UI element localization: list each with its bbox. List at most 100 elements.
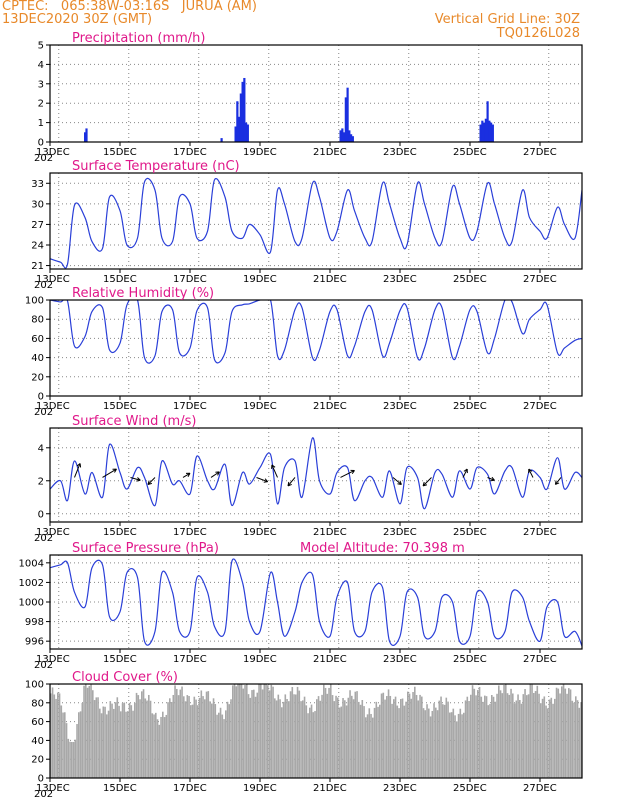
cloud-bar: [552, 704, 554, 778]
precip-bar: [247, 125, 249, 142]
cloud-bar: [554, 699, 556, 778]
cloud-bar: [169, 698, 171, 778]
cloud-bar: [568, 688, 570, 778]
cloud-bar: [388, 689, 390, 778]
cloud-bar: [475, 695, 477, 778]
x-tick-label: 27DEC: [523, 654, 557, 665]
cloud-bar: [512, 693, 514, 778]
cloud-bar: [279, 699, 281, 778]
cloud-bar: [365, 717, 367, 778]
x-tick-label: 27DEC: [523, 274, 557, 285]
cloud-bar: [55, 699, 57, 778]
y-tick-label: 60: [31, 717, 44, 728]
cloud-bar: [236, 686, 238, 778]
cloud-bar: [482, 702, 484, 778]
cloud-bar: [454, 715, 456, 778]
cloud-bar: [542, 699, 544, 778]
y-tick-label: 20: [31, 372, 44, 383]
cloud-bar: [302, 700, 304, 778]
cloud-bar: [507, 693, 509, 778]
cloud-bar: [83, 686, 85, 778]
cloud-bar: [537, 686, 539, 778]
cloud-bar: [59, 693, 61, 778]
wind-arrow: [341, 470, 355, 477]
cloud-bar: [167, 702, 169, 778]
cloud-bar: [313, 712, 315, 778]
cloud-bar: [286, 699, 288, 778]
cloud-bar: [269, 690, 271, 778]
cloud-bar: [241, 684, 243, 778]
cloud-bar: [278, 695, 280, 778]
cloud-bar: [495, 702, 497, 778]
x-tick-label: 19DEC: [243, 527, 277, 538]
cloud-bar: [348, 698, 350, 778]
cloud-bar: [437, 710, 439, 778]
cloud-bar: [215, 704, 217, 778]
x-tick-label: 19DEC: [243, 401, 277, 412]
y-tick-label: 1000: [19, 598, 44, 609]
wind-arrow: [423, 477, 431, 485]
cloud-bar: [381, 694, 383, 778]
cloud-bar: [223, 719, 225, 778]
cloud-bar: [572, 701, 574, 778]
cloud-bar: [306, 705, 308, 778]
cloud-bar: [563, 684, 565, 778]
x-tick-label: 21DEC: [313, 274, 347, 285]
cloud-bar: [118, 706, 120, 778]
cloud-bar: [68, 739, 70, 778]
panel-6: [46, 684, 582, 782]
panel-frame: [50, 45, 582, 142]
cloud-bar: [486, 696, 488, 778]
cloud-bar: [481, 697, 483, 778]
cloud-bar: [131, 705, 133, 778]
cloud-bar: [320, 701, 322, 778]
cloud-bar: [523, 694, 525, 778]
x-tick-label: 17DEC: [173, 274, 207, 285]
cloud-bar: [412, 692, 414, 778]
x-tick-label: 27DEC: [523, 783, 557, 794]
cloud-bar: [404, 706, 406, 778]
x-tick-label: 25DEC: [453, 401, 487, 412]
panel-title: Relative Humidity (%): [72, 286, 214, 301]
cloud-bar: [57, 693, 59, 778]
cloud-bar: [416, 695, 418, 778]
cloud-bar: [69, 742, 71, 778]
x-tick-label: 25DEC: [453, 147, 487, 158]
cloud-bar: [540, 703, 542, 778]
y-tick-label: 2: [38, 99, 44, 110]
cloud-bar: [419, 695, 421, 778]
cloud-bar: [111, 704, 113, 778]
x-tick-label: 25DEC: [453, 783, 487, 794]
cloud-bar: [570, 689, 572, 778]
cloud-bar: [379, 705, 381, 778]
cloud-bar: [160, 717, 162, 778]
y-tick-label: 996: [25, 637, 44, 648]
cloud-bar: [148, 695, 150, 778]
cloud-bar: [363, 706, 365, 778]
cloud-bar: [526, 695, 528, 778]
cloud-bar: [192, 705, 194, 778]
cloud-bar: [517, 694, 519, 778]
cloud-bar: [334, 701, 336, 778]
cloud-bar: [335, 696, 337, 778]
cloud-bar: [370, 714, 372, 778]
cloud-bar: [332, 695, 334, 778]
panel-4: [46, 428, 582, 526]
panel-frame: [50, 173, 582, 269]
cloud-bar: [432, 711, 434, 778]
cloud-bar: [367, 714, 369, 778]
cloud-bar: [262, 689, 264, 778]
cloud-bar: [519, 700, 521, 778]
x-tick-label: 15DEC: [103, 274, 137, 285]
x-tick-label: 15DEC: [103, 783, 137, 794]
cloud-bar: [444, 705, 446, 778]
cloud-bar: [397, 706, 399, 778]
cloud-bar: [489, 704, 491, 778]
x-tick-label: 15DEC: [103, 147, 137, 158]
cloud-bar: [502, 693, 504, 778]
cloud-bar: [393, 699, 395, 778]
series-line: [50, 296, 582, 363]
cloud-bar: [272, 687, 274, 778]
y-tick-label: 100: [25, 680, 44, 691]
cloud-bar: [474, 689, 476, 778]
